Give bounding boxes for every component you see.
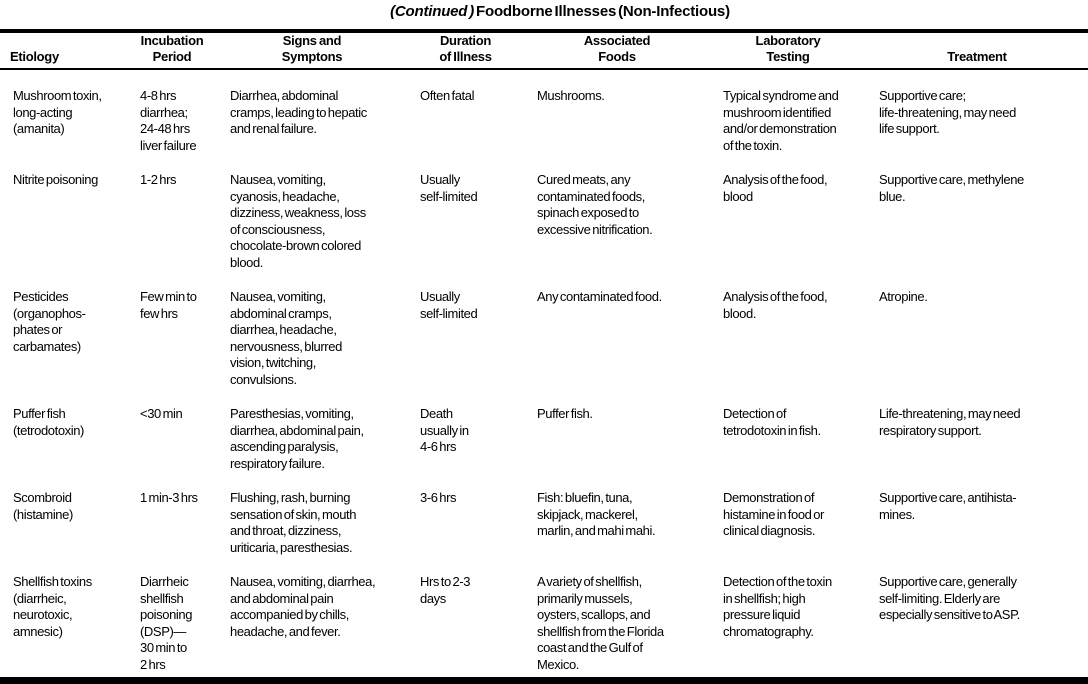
cell-treatment: Supportive care, methylene blue. [879,172,1024,204]
cell-signs: Nausea, vomiting, abdominal cramps, diar… [230,289,342,387]
cell-duration: 3-6 hrs [420,490,457,505]
table-row: Scombroid (histamine) 1 min-3 hrs Flushi… [0,472,1088,556]
cell-incubation: 1-2 hrs [140,172,177,187]
cell-lab: Typical syndrome and mushroom identified… [723,88,839,153]
cell-etiology: Nitrite poisoning [13,172,98,187]
cell-incubation: Few min to few hrs [140,289,197,321]
title-main-label: Foodborne Illnesses (Non-Infectious) [476,3,730,20]
cell-etiology: Puffer fish (tetrodotoxin) [13,406,84,438]
cell-duration: Death usually in 4-6 hrs [420,406,469,454]
header-line: Associated [583,33,651,48]
header-line: Laboratory [755,33,821,48]
cell-lab: Analysis of the food, blood. [723,289,828,321]
table-row: Nitrite poisoning 1-2 hrs Nausea, vomiti… [0,154,1088,271]
cell-lab: Analysis of the food, blood [723,172,828,204]
cell-incubation: 1 min-3 hrs [140,490,198,505]
col-header-associated-foods: Associated Foods [524,33,710,70]
cell-duration: Hrs to 2-3 days [420,574,471,606]
header-line: Treatment [947,49,1007,64]
col-header-laboratory-testing: Laboratory Testing [710,33,866,70]
cell-treatment: Life-threatening, may need respiratory s… [879,406,1021,438]
col-header-treatment: Treatment [866,33,1088,70]
cell-lab: Detection of tetrodotoxin in fish. [723,406,821,438]
header-line: Incubation [140,33,204,48]
cell-treatment: Supportive care; life-threatening, may n… [879,88,1016,136]
cell-lab: Detection of the toxin in shellfish; hig… [723,574,832,639]
header-line: Symptons [281,49,343,64]
cell-signs: Paresthesias, vomiting, diarrhea, abdomi… [230,406,364,471]
cell-treatment: Supportive care, antihista- mines. [879,490,1017,522]
col-header-signs-symptoms: Signs and Symptons [217,33,407,70]
cell-duration: Usually self-limited [420,172,478,204]
cell-foods: Any contaminated food. [537,289,662,304]
cell-signs: Diarrhea, abdominal cramps, leading to h… [230,88,367,136]
cell-signs: Nausea, vomiting, diarrhea, and abdomina… [230,574,376,639]
header-line: Signs and [282,33,342,48]
bottom-rule [0,677,1088,684]
cell-duration: Often fatal [420,88,475,103]
header-line: Testing [766,49,810,64]
table-title: (Continued ) Foodborne Illnesses (Non-Inf… [0,0,1088,33]
table-row: Puffer fish (tetrodotoxin) <30 min Pares… [0,388,1088,472]
table-row: Mushroom toxin, long-acting (amanita) 4-… [0,69,1088,154]
cell-etiology: Scombroid (histamine) [13,490,73,522]
title-continued-label: (Continued ) [390,3,475,20]
col-header-duration: Duration of Illness [407,33,524,70]
cell-foods: Puffer fish. [537,406,593,421]
cell-etiology: Pesticides (organophos- phates or carbam… [13,289,86,354]
header-line: Foods [598,49,636,64]
cell-foods: Fish: bluefin, tuna, skipjack, mackerel,… [537,490,656,538]
cell-foods: A variety of shellfish, primarily mussel… [537,574,664,672]
header-line: Duration [439,33,492,48]
cell-signs: Nausea, vomiting, cyanosis, headache, di… [230,172,366,270]
table-row: Shellfish toxins (diarrheic, neurotoxic,… [0,556,1088,673]
cell-foods: Mushrooms. [537,88,605,103]
col-header-incubation-period: Incubation Period [127,33,217,70]
cell-signs: Flushing, rash, burning sensation of ski… [230,490,357,555]
cell-duration: Usually self-limited [420,289,478,321]
cell-etiology: Mushroom toxin, long-acting (amanita) [13,88,102,136]
cell-etiology: Shellfish toxins (diarrheic, neurotoxic,… [13,574,92,639]
header-line: Period [152,49,192,64]
cell-treatment: Atropine. [879,289,928,304]
cell-incubation: Diarrheic shellfish poisoning (DSP)— 30 … [140,574,193,672]
cell-incubation: 4-8 hrs diarrhea; 24-48 hrs liver failur… [140,88,197,153]
header-line: Etiology [10,49,59,64]
cell-incubation: <30 min [140,406,183,421]
cell-lab: Demonstration of histamine in food or cl… [723,490,824,538]
foodborne-illness-table: Etiology Incubation Period Signs and Sym… [0,33,1088,673]
col-header-etiology: Etiology [0,33,127,70]
table-row: Pesticides (organophos- phates or carbam… [0,271,1088,388]
cell-treatment: Supportive care, generally self-limiting… [879,574,1020,622]
cell-foods: Cured meats, any contaminated foods, spi… [537,172,653,237]
header-line: of Illness [439,49,492,64]
header-row: Etiology Incubation Period Signs and Sym… [0,33,1088,70]
